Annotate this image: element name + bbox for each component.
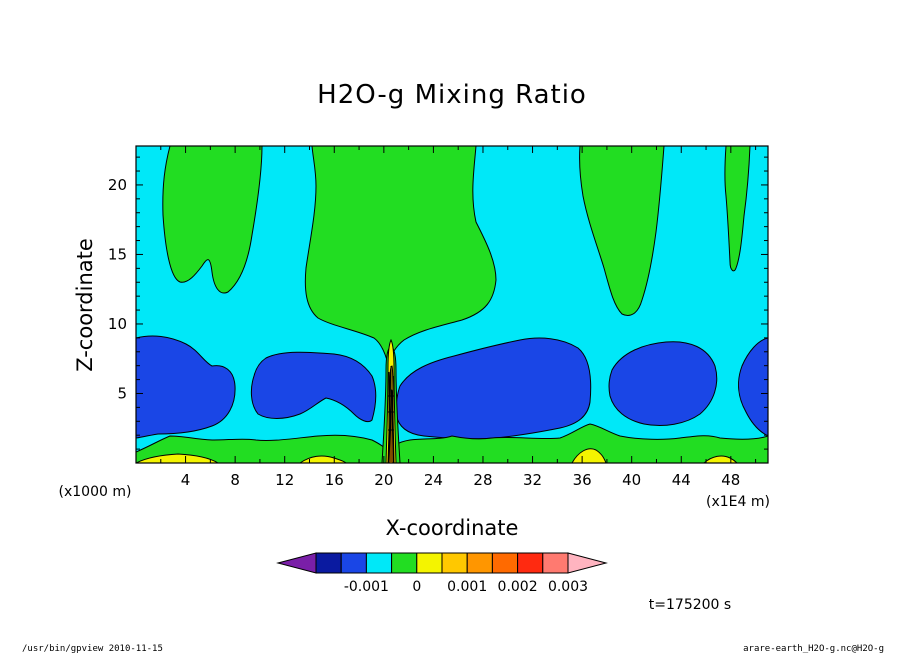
contour-field (136, 146, 768, 463)
y-tick-label: 10 (108, 315, 127, 333)
contour-upper-plume (162, 146, 263, 294)
plot-frame (135, 145, 769, 464)
y-tick-label: 5 (117, 384, 127, 402)
colorbar-cell (315, 552, 342, 574)
colorbar-tick-label: 0.003 (548, 579, 588, 595)
contour-ground-band (136, 423, 768, 463)
contour-updraft-lines (388, 366, 394, 462)
colorbar-cell (365, 552, 393, 574)
x-tick-label: 44 (672, 471, 691, 489)
footer-right: arare-earth_H2O-g.nc@H2O-g (743, 644, 884, 654)
y-axis-unit: (x1000 m) (59, 484, 132, 500)
colorbar-low-extend (276, 552, 317, 574)
y-tick-label: 20 (108, 176, 127, 194)
contour-blue-cell (395, 337, 592, 440)
contour-upper-plume (724, 146, 751, 272)
colorbar-cell (340, 552, 367, 574)
x-tick-label: 8 (230, 471, 240, 489)
y-tick-label: 15 (108, 245, 127, 263)
colorbar-tick-label: 0.001 (447, 579, 487, 595)
colorbar-cell (517, 552, 544, 574)
colorbar-cell (491, 552, 519, 574)
x-tick-label: 28 (473, 471, 492, 489)
x-axis-unit: (x1E4 m) (706, 494, 770, 510)
colorbar-tick-label: 0 (412, 579, 421, 595)
contour-yellow-patch (703, 455, 738, 463)
contour-yellow-patch (136, 453, 219, 463)
colorbar-cell (466, 552, 493, 574)
colorbar-high-extend (567, 552, 608, 574)
x-tick-label: 20 (374, 471, 393, 489)
colorbar-cell (416, 552, 443, 574)
y-axis-ticks: 5 10 15 20 (108, 156, 768, 450)
contour-blue-cell (738, 337, 768, 437)
chart-title: H2O-g Mixing Ratio (317, 80, 587, 110)
x-tick-label: 48 (721, 471, 740, 489)
x-tick-label: 24 (424, 471, 443, 489)
colorbar: -0.001 0 0.001 0.002 0.003 (276, 552, 608, 595)
footer-left: /usr/bin/gpview 2010-11-15 (22, 644, 163, 654)
contour-upper-plume (579, 146, 665, 316)
x-axis-label: X-coordinate (386, 516, 519, 540)
x-tick-label: 16 (325, 471, 344, 489)
colorbar-cell (542, 552, 569, 574)
colorbar-cell (391, 552, 418, 574)
colorbar-tick-label: -0.001 (344, 579, 389, 595)
x-tick-label: 36 (573, 471, 592, 489)
contour-blue-cell (250, 351, 377, 423)
contour-blue-cell (136, 335, 236, 439)
x-tick-label: 4 (181, 471, 191, 489)
contour-blue-cell (608, 341, 718, 427)
colorbar-tick-label: 0.002 (498, 579, 538, 595)
x-tick-label: 12 (275, 471, 294, 489)
y-axis-label: Z-coordinate (73, 238, 97, 372)
x-tick-label: 40 (622, 471, 641, 489)
time-label: t=175200 s (649, 597, 731, 613)
x-tick-label: 32 (523, 471, 542, 489)
x-axis-ticks: 4 8 12 16 20 24 28 32 36 40 44 48 (160, 146, 757, 489)
contour-yellow-patch (571, 448, 607, 463)
colorbar-cell (441, 552, 468, 574)
